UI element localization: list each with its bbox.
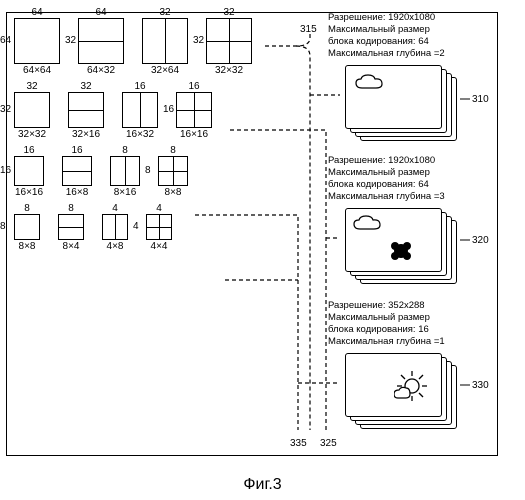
text-line: блока кодирования: 16 [328,324,445,336]
size-label: 64 [95,8,106,18]
block-box: 16 16 [14,156,44,186]
block-box: 64 64 [14,18,60,64]
block-box: 16 16 [176,92,212,128]
size-label: 32 [80,82,91,92]
text-line: блока кодирования: 64 [328,36,445,48]
text-line: Разрешение: 352x288 [328,300,445,312]
grid-cell: 32 32 32×32 [206,18,252,76]
size-label: 16×16 [15,188,43,198]
grid-cell: 32 32×64 [142,18,188,76]
cloud-icon [352,215,392,235]
panel-text: Разрешение: 1920x1080 Максимальный разме… [328,12,445,60]
size-label: 32×16 [72,130,100,140]
size-label: 8×4 [63,242,80,252]
size-label: 8 [24,204,30,214]
cloud-icon [354,74,394,94]
size-label: 64×32 [87,66,115,76]
block-box: 8 [58,214,84,240]
size-label: 16×32 [126,130,154,140]
block-box: 32 [68,92,104,128]
text-line: Максимальный размер [328,167,445,179]
block-box: 4 [102,214,128,240]
size-label: 16 [188,82,199,92]
grid-row: 16 16 16×16 16 16×8 8 8×16 8 8 8×8 [14,156,252,198]
size-label: 8 [145,166,151,176]
size-label: 32×64 [151,66,179,76]
grid-row: 8 8 8×8 8 8×4 4 4×8 4 4 4×4 [14,214,252,252]
ref-label: 315 [300,24,317,35]
text-line: Максимальная глубина =3 [328,191,445,203]
flower-icon [386,237,416,265]
text-line: Максимальный размер [328,312,445,324]
size-label: 16 [23,146,34,156]
size-label: 8 [0,222,6,232]
size-label: 8×8 [165,188,182,198]
grid-row: 32 32 32×32 32 32×16 16 16×32 16 16 16×1… [14,92,252,140]
grid-row: 64 64 64×64 64 32 64×32 32 32×64 3 [14,18,252,76]
ref-label: 310 [472,94,489,105]
size-label: 4 [112,204,118,214]
text-line: Максимальная глубина =2 [328,48,445,60]
partition-grid: 64 64 64×64 64 32 64×32 32 32×64 3 [14,18,252,268]
sun-icon [394,368,434,408]
size-label: 32 [159,8,170,18]
grid-cell: 64 64 64×64 [14,18,60,76]
size-label: 32 [223,8,234,18]
size-label: 4 [133,222,139,232]
size-label: 8 [170,146,176,156]
size-label: 32 [65,36,76,46]
block-box: 16 [122,92,158,128]
panel-text: Разрешение: 352x288 Максимальный размер … [328,300,445,348]
text-line: Разрешение: 1920x1080 [328,12,445,24]
block-box: 8 8 [14,214,40,240]
block-box: 64 32 [78,18,124,64]
ref-label: 335 [290,438,307,449]
size-label: 16 [0,166,11,176]
size-label: 8 [68,204,74,214]
text-line: блока кодирования: 64 [328,179,445,191]
block-box: 4 4 [146,214,172,240]
block-box: 32 [142,18,188,64]
size-label: 4×4 [151,242,168,252]
size-label: 4 [156,204,162,214]
split-line [79,41,123,42]
size-label: 16×16 [180,130,208,140]
size-label: 32×32 [18,130,46,140]
size-label: 32 [193,36,204,46]
size-label: 64 [31,8,42,18]
size-label: 16 [71,146,82,156]
block-box: 32 32 [206,18,252,64]
grid-cell: 64 32 64×32 [78,18,124,76]
ref-label: 330 [472,380,489,391]
text-line: Максимальная глубина =1 [328,336,445,348]
size-label: 64×64 [23,66,51,76]
size-label: 16 [163,105,174,115]
size-label: 32×32 [215,66,243,76]
ref-label: 320 [472,235,489,246]
block-box: 32 32 [14,92,50,128]
size-label: 32 [0,105,11,115]
panel-text: Разрешение: 1920x1080 Максимальный разме… [328,155,445,203]
size-label: 4×8 [107,242,124,252]
block-box: 16 [62,156,92,186]
block-box: 8 [110,156,140,186]
text-line: Разрешение: 1920x1080 [328,155,445,167]
block-box: 8 8 [158,156,188,186]
split-line [165,19,166,63]
text-line: Максимальный размер [328,24,445,36]
split-line [229,19,230,63]
size-label: 8×8 [19,242,36,252]
size-label: 32 [26,82,37,92]
ref-label: 325 [320,438,337,449]
size-label: 8×16 [114,188,137,198]
size-label: 64 [0,36,11,46]
figure-caption: Фиг.3 [243,476,281,494]
size-label: 16×8 [66,188,89,198]
size-label: 16 [134,82,145,92]
size-label: 8 [122,146,128,156]
